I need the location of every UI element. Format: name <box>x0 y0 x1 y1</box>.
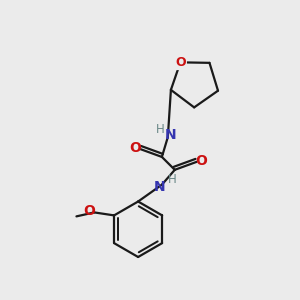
Text: N: N <box>154 180 166 194</box>
Text: O: O <box>83 204 95 218</box>
Text: O: O <box>175 56 186 69</box>
Text: H: H <box>155 123 164 136</box>
Text: O: O <box>129 141 141 155</box>
Text: O: O <box>196 154 208 168</box>
Text: N: N <box>165 128 177 142</box>
Text: H: H <box>167 173 176 186</box>
